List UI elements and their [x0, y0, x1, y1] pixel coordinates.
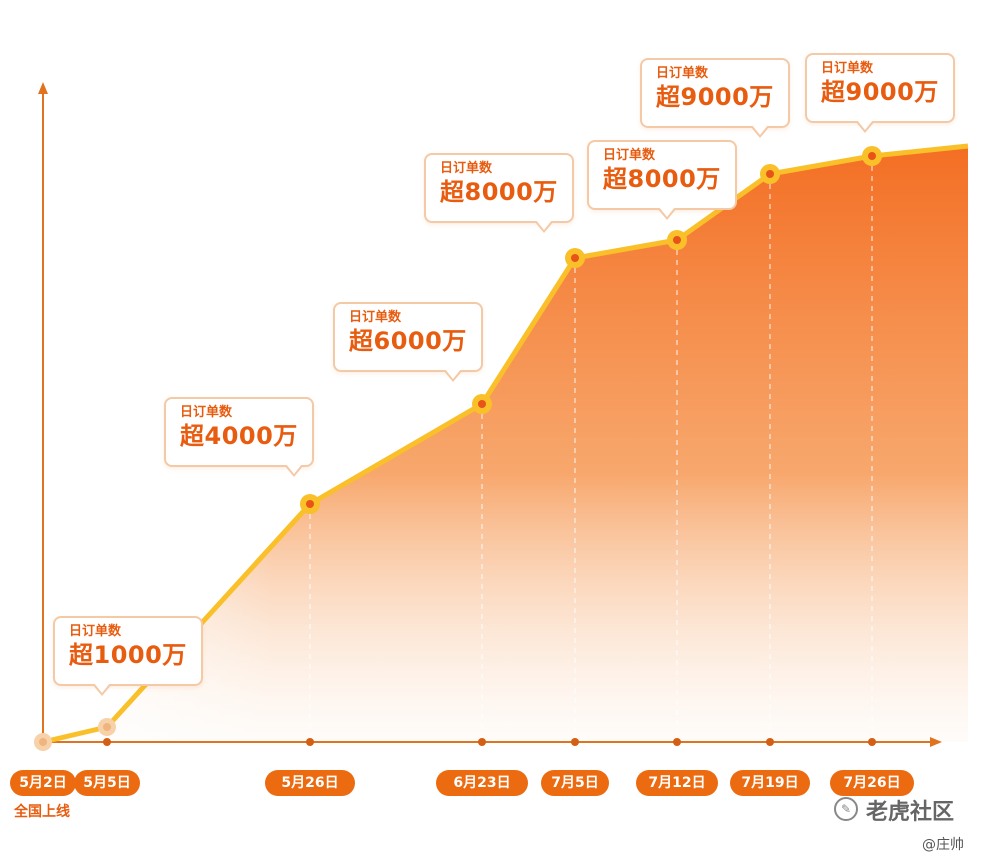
- data-point-core: [478, 400, 486, 408]
- callout-value: 超9000万: [656, 83, 774, 111]
- callout-box: 日订单数超8000万: [587, 140, 737, 220]
- callout-value: 超8000万: [440, 178, 558, 206]
- x-tick-label: 6月23日: [436, 770, 528, 796]
- x-tick-label: 5月2日: [10, 770, 76, 796]
- callout-tail-inner: [445, 369, 461, 379]
- callout-tail-inner: [659, 207, 675, 217]
- data-point-core: [868, 152, 876, 160]
- callout-box: 日订单数超9000万: [640, 58, 790, 138]
- callout-tail-inner: [94, 683, 110, 693]
- x-tick-label: 7月19日: [730, 770, 810, 796]
- data-point-core: [306, 500, 314, 508]
- callout-tail-inner: [286, 464, 302, 474]
- data-point-core: [571, 254, 579, 262]
- callout-box: 日订单数超6000万: [333, 302, 483, 382]
- callout-box: 日订单数超8000万: [424, 153, 574, 233]
- axis-tick-dot: [103, 738, 111, 746]
- callout-value: 超4000万: [180, 422, 298, 450]
- axis-tick-dot: [571, 738, 579, 746]
- x-tick-label: 5月5日: [74, 770, 140, 796]
- x-tick-label: 7月26日: [830, 770, 914, 796]
- callout-caption: 日订单数: [656, 66, 709, 81]
- callout-value: 超8000万: [603, 165, 721, 193]
- watermark-author: @庄帅: [922, 837, 964, 853]
- axis-tick-dot: [478, 738, 486, 746]
- callout-tail-inner: [536, 220, 552, 230]
- callout-value: 超6000万: [349, 327, 467, 355]
- axis-tick-dot: [673, 738, 681, 746]
- data-point-core: [673, 236, 681, 244]
- callout-value: 超1000万: [69, 641, 187, 669]
- callout-caption: 日订单数: [180, 405, 233, 420]
- axis-tick-dot: [306, 738, 314, 746]
- watermark-brand: 老虎社区: [866, 800, 955, 825]
- callout-caption: 日订单数: [69, 624, 122, 639]
- callout-box: 日订单数超1000万: [53, 616, 203, 696]
- axis-tick-dot: [766, 738, 774, 746]
- callout-caption: 日订单数: [821, 61, 874, 76]
- area-fade: [43, 146, 968, 742]
- callout-caption: 日订单数: [603, 148, 656, 163]
- axis-tick-dot: [868, 738, 876, 746]
- x-tick-label: 7月12日: [636, 770, 718, 796]
- x-tick-label: 5月26日: [265, 770, 355, 796]
- data-point-core: [39, 738, 47, 746]
- data-point-core: [103, 723, 111, 731]
- callout-value: 超9000万: [821, 78, 939, 106]
- callout-tail-inner: [752, 125, 768, 135]
- x-axis-arrow: [930, 737, 942, 747]
- launch-note: 全国上线: [14, 804, 70, 820]
- callout-box: 日订单数超4000万: [164, 397, 314, 477]
- tiger-logo-icon: ✎: [834, 797, 858, 821]
- callout-caption: 日订单数: [349, 310, 402, 325]
- callout-box: 日订单数超9000万: [805, 53, 955, 133]
- callout-caption: 日订单数: [440, 161, 493, 176]
- callout-tail-inner: [857, 120, 873, 130]
- y-axis-arrow: [38, 82, 48, 94]
- data-point-core: [766, 170, 774, 178]
- x-tick-label: 7月5日: [541, 770, 609, 796]
